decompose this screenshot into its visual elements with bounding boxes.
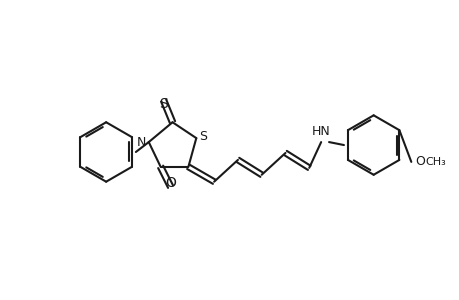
Text: HN: HN [311,125,330,138]
Text: O: O [414,155,424,168]
Text: O: O [165,176,176,190]
Text: S: S [159,98,168,112]
Text: S: S [199,130,207,142]
Text: N: N [137,136,146,148]
Text: CH₃: CH₃ [424,157,445,167]
